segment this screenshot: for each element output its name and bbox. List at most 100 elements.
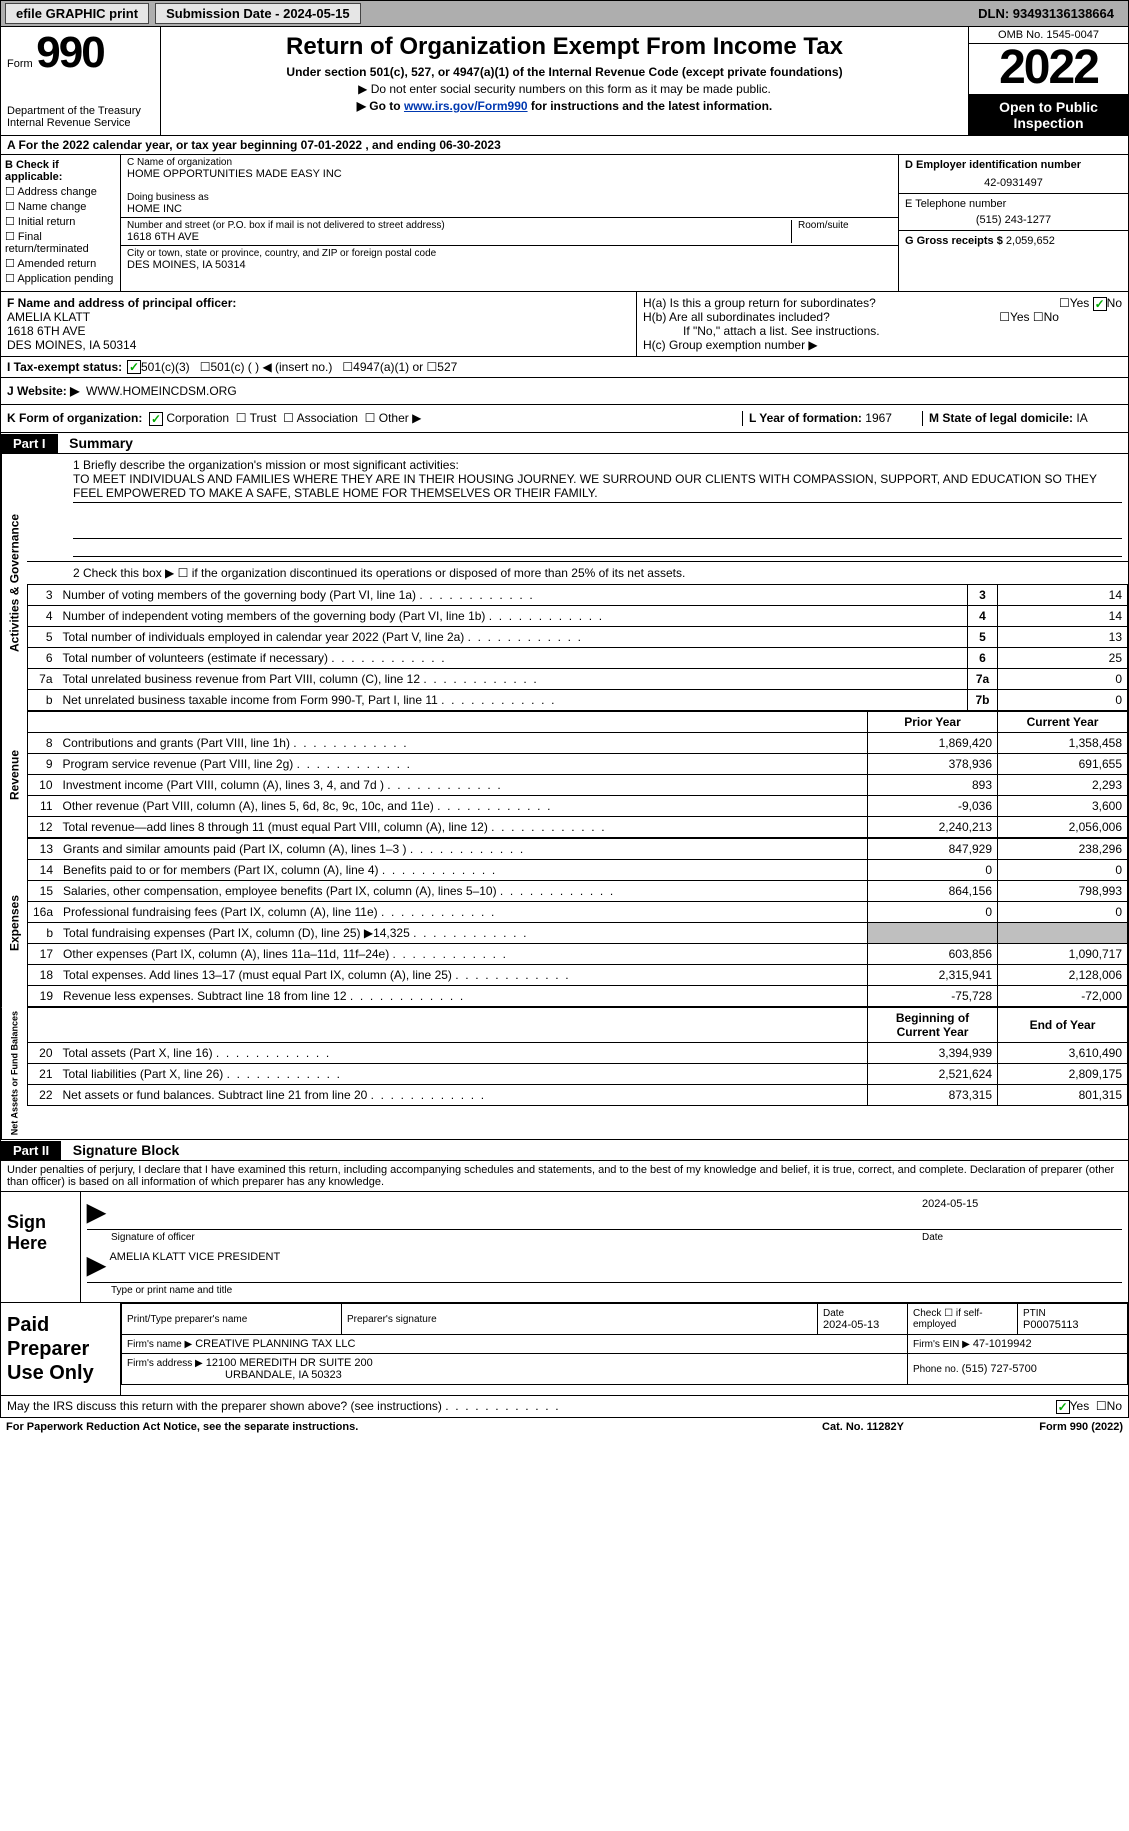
row-a-tax-year: A For the 2022 calendar year, or tax yea… (0, 136, 1129, 155)
part-i-header: Part I Summary (0, 433, 1129, 454)
f-addr2: DES MOINES, IA 50314 (7, 338, 136, 352)
ha-row: H(a) Is this a group return for subordin… (643, 296, 1122, 310)
table-row: 6 Total number of volunteers (estimate i… (28, 647, 1128, 668)
part-ii-header: Part II Signature Block (0, 1140, 1129, 1161)
ein-label: D Employer identification number (905, 159, 1122, 171)
table-row: 7a Total unrelated business revenue from… (28, 668, 1128, 689)
ha-yn[interactable]: ☐Yes No (1059, 296, 1122, 311)
chk-amended-return[interactable]: ☐ Amended return (5, 257, 116, 270)
part-ii-bar: Part II (1, 1141, 61, 1160)
checkmark-icon (127, 360, 141, 374)
efile-print-button[interactable]: efile GRAPHIC print (5, 3, 149, 24)
street-row: Number and street (or P.O. box if mail i… (121, 218, 898, 246)
opt-501c: 501(c) ( ) ◀ (insert no.) (210, 360, 332, 374)
activities-governance-section: Activities & Governance 1 Briefly descri… (0, 454, 1129, 711)
table-row: 17 Other expenses (Part IX, column (A), … (28, 943, 1128, 964)
vtab-activities: Activities & Governance (1, 454, 27, 711)
form-header: Form 990 Department of the Treasury Inte… (0, 27, 1129, 136)
chk-label: Application pending (17, 273, 113, 285)
checkmark-icon (149, 412, 163, 426)
dln-label: DLN: 93493136138664 (978, 6, 1124, 21)
q2-row: 2 Check this box ▶ ☐ if the organization… (27, 562, 1128, 584)
irs-link[interactable]: www.irs.gov/Form990 (404, 99, 528, 113)
firm-ein-value: 47-1019942 (973, 1338, 1032, 1350)
chk-application-pending[interactable]: ☐ Application pending (5, 272, 116, 285)
table-row: b Net unrelated business taxable income … (28, 689, 1128, 710)
header-center: Return of Organization Exempt From Incom… (161, 27, 968, 135)
k-other: Other ▶ (379, 411, 422, 425)
ptin-value: P00075113 (1023, 1319, 1078, 1331)
section-f-h: F Name and address of principal officer:… (0, 292, 1129, 357)
h-section: H(a) Is this a group return for subordin… (637, 292, 1128, 356)
col-c-org-info: C Name of organization HOME OPPORTUNITIE… (121, 155, 898, 291)
part-i-title: Summary (61, 433, 141, 453)
form-small-label: Form (7, 58, 33, 70)
dba-value: HOME INC (127, 203, 892, 215)
submission-date-label: Submission Date - 2024-05-15 (155, 3, 361, 24)
top-action-bar: efile GRAPHIC print Submission Date - 20… (0, 0, 1129, 27)
prep-ptin-cell: PTINP00075113 (1018, 1304, 1128, 1335)
opt-501c3: 501(c)(3) (141, 360, 190, 374)
under-section-text: Under section 501(c), 527, or 4947(a)(1)… (169, 65, 960, 79)
table-row: 21 Total liabilities (Part X, line 26) 2… (28, 1063, 1128, 1084)
firm-addr2: URBANDALE, IA 50323 (127, 1369, 342, 1381)
firm-phone-cell: Phone no. (515) 727-5700 (908, 1354, 1128, 1385)
discuss-yes[interactable]: Yes (1056, 1399, 1090, 1414)
table-row: 19 Revenue less expenses. Subtract line … (28, 985, 1128, 1006)
firm-addr1: 12100 MEREDITH DR SUITE 200 (206, 1357, 373, 1369)
table-row: 14 Benefits paid to or for members (Part… (28, 859, 1128, 880)
checkmark-icon (1056, 1400, 1070, 1414)
sig-officer-label: Signature of officer (87, 1232, 922, 1243)
firm-name-value: CREATIVE PLANNING TAX LLC (195, 1338, 355, 1350)
ein-value: 42-0931497 (905, 177, 1122, 189)
city-row: City or town, state or province, country… (121, 246, 898, 273)
prep-sig-cell: Preparer's signature (342, 1304, 818, 1335)
tel-label: E Telephone number (905, 198, 1122, 210)
expenses-table: 13 Grants and similar amounts paid (Part… (27, 838, 1128, 1007)
bottom-line: For Paperwork Reduction Act Notice, see … (0, 1418, 1129, 1436)
section-bcd: B Check if applicable: ☐ Address change … (0, 155, 1129, 292)
table-row: 9 Program service revenue (Part VIII, li… (28, 753, 1128, 774)
prep-sig-label: Preparer's signature (347, 1314, 812, 1325)
k-label: K Form of organization: (7, 411, 142, 425)
principal-officer: F Name and address of principal officer:… (1, 292, 637, 356)
opt-4947: 4947(a)(1) or (353, 360, 423, 374)
discuss-row: May the IRS discuss this return with the… (0, 1396, 1129, 1418)
perjury-declaration: Under penalties of perjury, I declare th… (0, 1161, 1129, 1192)
officer-sig-line (109, 1198, 922, 1227)
header-right: OMB No. 1545-0047 2022 Open to Public In… (968, 27, 1128, 135)
row-i-tax-status: I Tax-exempt status: 501(c)(3) ☐ 501(c) … (0, 357, 1129, 378)
table-row: 22 Net assets or fund balances. Subtract… (28, 1084, 1128, 1105)
i-label: I Tax-exempt status: (7, 360, 127, 374)
table-row: 16a Professional fundraising fees (Part … (28, 901, 1128, 922)
department-label: Department of the Treasury Internal Reve… (7, 105, 154, 129)
prep-check-cell: Check ☐ if self-employed (908, 1304, 1018, 1335)
no-ssn-line: ▶ Do not enter social security numbers o… (169, 82, 960, 96)
gross-label: G Gross receipts $ (905, 235, 1003, 247)
form-number: 990 (36, 28, 103, 77)
chk-initial-return[interactable]: ☐ Initial return (5, 215, 116, 228)
firm-ein-label: Firm's EIN ▶ (913, 1339, 970, 1350)
prep-date-label: Date (823, 1308, 844, 1319)
k-trust: Trust (250, 411, 277, 425)
ha-label: H(a) Is this a group return for subordin… (643, 296, 876, 310)
prep-date-value: 2024-05-13 (823, 1319, 879, 1331)
part-ii-title: Signature Block (65, 1140, 188, 1160)
chk-name-change[interactable]: ☐ Name change (5, 200, 116, 213)
sign-here-block: Sign Here ▶ 2024-05-15 Signature of offi… (0, 1192, 1129, 1303)
org-name-row: C Name of organization HOME OPPORTUNITIE… (121, 155, 898, 218)
org-name-label: C Name of organization (127, 157, 892, 168)
paid-preparer-label: Paid Preparer Use Only (1, 1303, 121, 1395)
chk-final-return[interactable]: ☐ Final return/terminated (5, 230, 116, 255)
table-row: 5 Total number of individuals employed i… (28, 626, 1128, 647)
table-row: 3 Number of voting members of the govern… (28, 584, 1128, 605)
f-label: F Name and address of principal officer: (7, 296, 236, 310)
discuss-no[interactable]: ☐No (1096, 1399, 1122, 1414)
hb-yn[interactable]: ☐Yes ☐No (999, 310, 1059, 324)
chk-address-change[interactable]: ☐ Address change (5, 185, 116, 198)
pra-notice: For Paperwork Reduction Act Notice, see … (6, 1421, 763, 1433)
firm-addr-label: Firm's address ▶ (127, 1358, 203, 1369)
j-value: WWW.HOMEINCDSM.ORG (86, 384, 237, 398)
chk-label: Address change (17, 186, 97, 198)
l-value: 1967 (865, 411, 892, 425)
